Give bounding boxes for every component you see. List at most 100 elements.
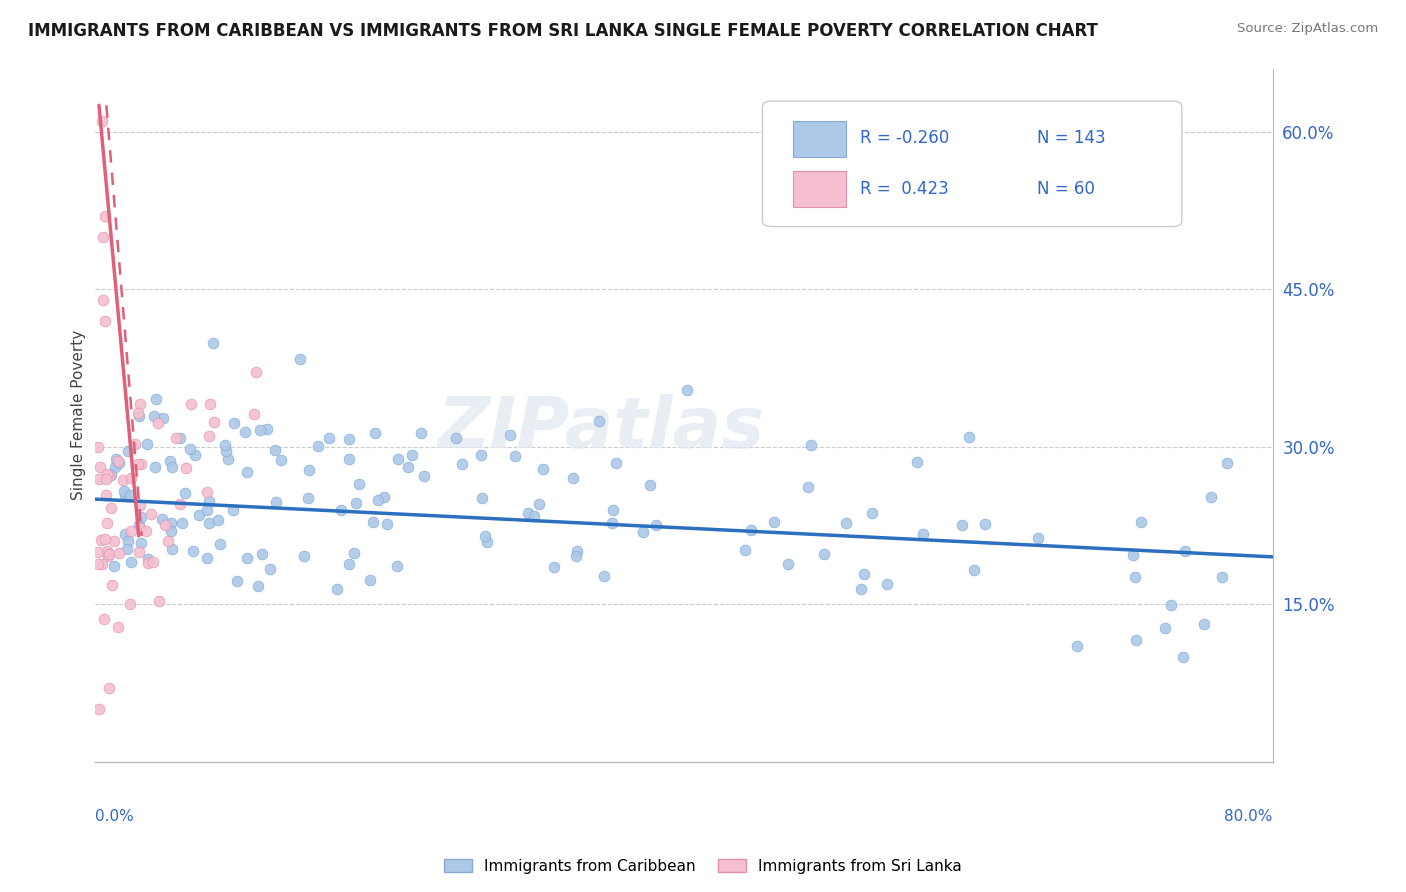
- Point: [813, 547, 835, 561]
- Point: [911, 526, 934, 541]
- Point: [499, 427, 522, 442]
- Point: [160, 460, 183, 475]
- Point: [165, 431, 187, 445]
- Y-axis label: Single Female Poverty: Single Female Poverty: [72, 330, 86, 500]
- Point: [396, 459, 419, 474]
- Point: [107, 620, 129, 634]
- Point: [214, 438, 236, 452]
- Point: [94, 472, 117, 486]
- Point: [172, 516, 194, 531]
- Point: [387, 451, 409, 466]
- Point: [862, 506, 884, 520]
- Point: [523, 508, 546, 523]
- Point: [157, 534, 180, 549]
- Point: [1130, 515, 1153, 529]
- Point: [233, 425, 256, 439]
- Point: [129, 536, 152, 550]
- Point: [337, 432, 360, 446]
- Point: [160, 524, 183, 539]
- Point: [364, 426, 387, 441]
- Point: [292, 549, 315, 563]
- Point: [247, 579, 270, 593]
- Point: [361, 515, 384, 529]
- Point: [1066, 640, 1088, 654]
- Point: [96, 516, 118, 530]
- Point: [297, 491, 319, 505]
- Point: [475, 535, 498, 549]
- Point: [136, 556, 159, 570]
- Point: [375, 517, 398, 532]
- Point: [367, 492, 389, 507]
- Point: [198, 493, 221, 508]
- Point: [337, 452, 360, 467]
- Point: [128, 544, 150, 558]
- Point: [91, 557, 114, 571]
- Point: [602, 503, 624, 517]
- Text: Source: ZipAtlas.com: Source: ZipAtlas.com: [1237, 22, 1378, 36]
- Point: [503, 449, 526, 463]
- Point: [93, 612, 115, 626]
- Point: [347, 477, 370, 491]
- Point: [180, 397, 202, 411]
- Point: [142, 409, 165, 423]
- Point: [318, 432, 340, 446]
- Point: [217, 452, 239, 467]
- Text: N = 143: N = 143: [1038, 128, 1105, 147]
- Point: [245, 365, 267, 379]
- Point: [195, 550, 218, 565]
- Point: [337, 557, 360, 571]
- Point: [94, 313, 117, 327]
- Point: [359, 573, 381, 587]
- Point: [1154, 621, 1177, 635]
- Point: [1125, 632, 1147, 647]
- Point: [963, 563, 986, 577]
- Point: [1160, 598, 1182, 612]
- Point: [195, 484, 218, 499]
- Text: 80.0%: 80.0%: [1225, 809, 1272, 824]
- Point: [446, 431, 468, 445]
- Text: R =  0.423: R = 0.423: [860, 180, 949, 198]
- Point: [153, 518, 176, 533]
- Point: [470, 449, 492, 463]
- Point: [565, 544, 588, 558]
- Point: [1122, 549, 1144, 563]
- Point: [198, 516, 221, 530]
- Point: [222, 416, 245, 430]
- Point: [179, 442, 201, 456]
- Point: [259, 562, 281, 576]
- Point: [187, 508, 209, 522]
- Point: [243, 407, 266, 421]
- Point: [307, 439, 329, 453]
- Point: [1026, 531, 1049, 545]
- Point: [593, 569, 616, 583]
- Point: [226, 574, 249, 588]
- Point: [181, 543, 204, 558]
- Point: [145, 392, 167, 406]
- Point: [776, 558, 799, 572]
- Point: [222, 502, 245, 516]
- Point: [974, 516, 997, 531]
- Point: [146, 416, 169, 430]
- Point: [800, 437, 823, 451]
- Point: [98, 548, 121, 562]
- Point: [270, 453, 292, 467]
- Point: [94, 532, 117, 546]
- Point: [93, 293, 115, 307]
- Point: [117, 444, 139, 458]
- Point: [160, 516, 183, 531]
- Point: [797, 480, 820, 494]
- Point: [128, 409, 150, 423]
- Point: [876, 576, 898, 591]
- Text: IMMIGRANTS FROM CARIBBEAN VS IMMIGRANTS FROM SRI LANKA SINGLE FEMALE POVERTY COR: IMMIGRANTS FROM CARIBBEAN VS IMMIGRANTS …: [28, 22, 1098, 40]
- Point: [143, 459, 166, 474]
- Point: [214, 443, 236, 458]
- Point: [105, 452, 128, 467]
- Point: [249, 423, 271, 437]
- Point: [343, 546, 366, 560]
- Point: [1174, 544, 1197, 558]
- Point: [565, 549, 588, 564]
- Point: [298, 463, 321, 477]
- Point: [1199, 490, 1222, 504]
- Point: [101, 578, 124, 592]
- Point: [198, 429, 221, 443]
